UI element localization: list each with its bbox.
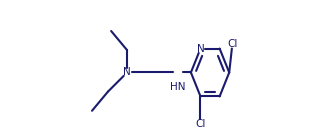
Text: N: N	[197, 44, 204, 54]
Text: Cl: Cl	[227, 39, 238, 49]
Text: Cl: Cl	[195, 119, 206, 129]
Text: HN: HN	[170, 82, 186, 92]
Text: N: N	[123, 68, 131, 78]
